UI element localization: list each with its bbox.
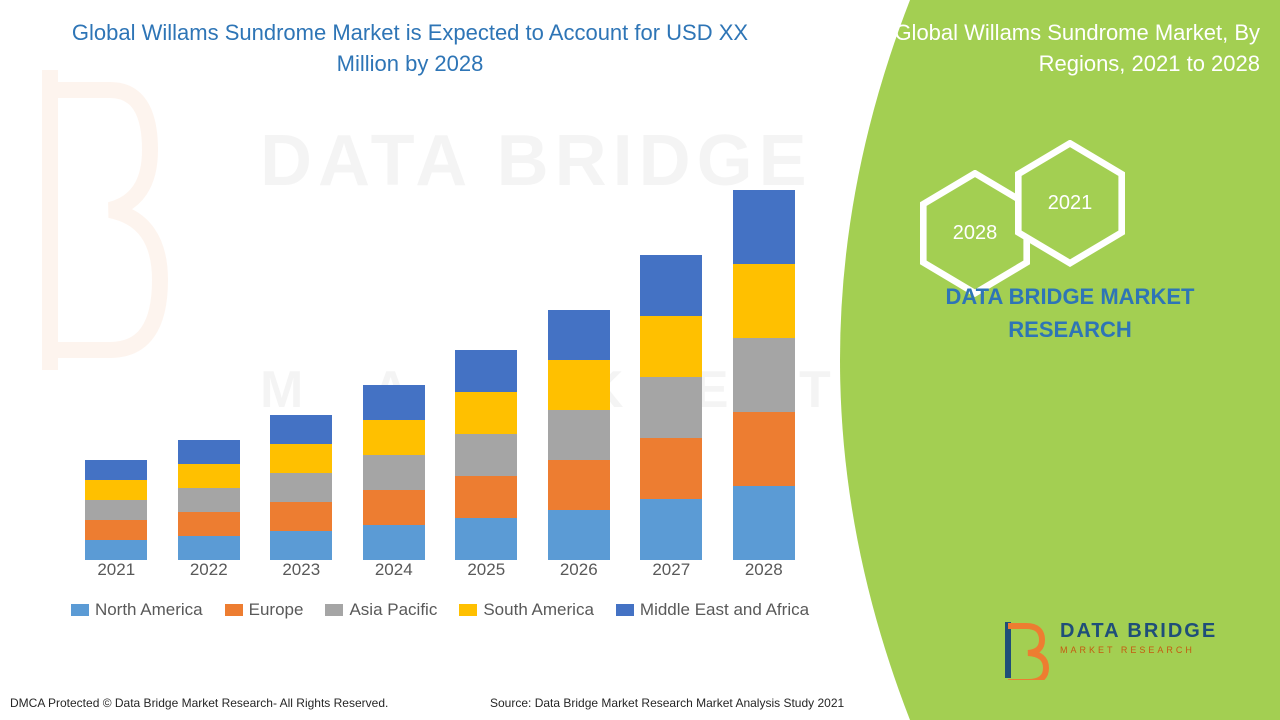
logo-b-icon (1000, 620, 1050, 680)
segment-middle-east-and-africa (733, 190, 795, 264)
x-label: 2025 (455, 560, 517, 580)
segment-south-america (363, 420, 425, 455)
bar-2022 (178, 440, 240, 560)
x-label: 2026 (548, 560, 610, 580)
x-label: 2027 (640, 560, 702, 580)
bar-2023 (270, 415, 332, 560)
segment-europe (548, 460, 610, 510)
segment-north-america (270, 531, 332, 560)
bar-2025 (455, 350, 517, 560)
bar-2024 (363, 385, 425, 560)
segment-north-america (548, 510, 610, 560)
segment-asia-pacific (363, 455, 425, 490)
x-label: 2028 (733, 560, 795, 580)
legend-swatch (616, 604, 634, 616)
segment-middle-east-and-africa (455, 350, 517, 392)
segment-europe (178, 512, 240, 536)
segment-asia-pacific (640, 377, 702, 438)
hexagon-group: 2028 2021 (920, 140, 1160, 300)
hexagon-2028-label: 2028 (953, 222, 998, 245)
segment-south-america (178, 464, 240, 488)
segment-middle-east-and-africa (178, 440, 240, 464)
x-label: 2023 (270, 560, 332, 580)
footer-source: Source: Data Bridge Market Research Mark… (490, 696, 844, 710)
segment-south-america (270, 444, 332, 473)
hexagon-2028: 2028 (920, 170, 1030, 296)
segment-middle-east-and-africa (270, 415, 332, 444)
legend-item-middle-east-and-africa: Middle East and Africa (616, 600, 809, 620)
logo-line2: MARKET RESEARCH (1060, 645, 1260, 655)
segment-north-america (178, 536, 240, 560)
x-axis-labels: 2021 2022 2023 2024 2025 2026 2027 2028 (70, 560, 810, 580)
bar-2028 (733, 190, 795, 560)
legend-swatch (225, 604, 243, 616)
logo-line1: DATA BRIDGE (1060, 620, 1260, 643)
segment-south-america (733, 264, 795, 338)
segment-middle-east-and-africa (548, 310, 610, 360)
bar-2027 (640, 255, 702, 560)
legend-label: North America (95, 600, 203, 620)
legend-swatch (459, 604, 477, 616)
segment-europe (640, 438, 702, 499)
canvas: DATA BRIDGE M A R K E T R E S E A R C H … (0, 0, 1280, 720)
chart-title: Global Willams Sundrome Market is Expect… (60, 18, 760, 80)
segment-north-america (85, 540, 147, 560)
segment-middle-east-and-africa (363, 385, 425, 420)
segment-south-america (640, 316, 702, 377)
segment-asia-pacific (733, 338, 795, 412)
segment-asia-pacific (548, 410, 610, 460)
segment-europe (733, 412, 795, 486)
segment-asia-pacific (178, 488, 240, 512)
segment-south-america (548, 360, 610, 410)
bar-2026 (548, 310, 610, 560)
legend-item-asia-pacific: Asia Pacific (325, 600, 437, 620)
segment-asia-pacific (85, 500, 147, 520)
segment-europe (85, 520, 147, 540)
right-panel-title: Global Willams Sundrome Market, By Regio… (860, 18, 1260, 80)
bars-row (70, 160, 810, 560)
hexagon-2021: 2021 (1015, 140, 1125, 266)
segment-north-america (640, 499, 702, 560)
x-label: 2024 (363, 560, 425, 580)
segment-middle-east-and-africa (640, 255, 702, 316)
segment-south-america (455, 392, 517, 434)
segment-europe (363, 490, 425, 525)
segment-europe (270, 502, 332, 531)
footer-copyright: DMCA Protected © Data Bridge Market Rese… (10, 696, 388, 710)
segment-north-america (455, 518, 517, 560)
right-panel: Global Willams Sundrome Market, By Regio… (820, 0, 1280, 720)
chart-area (70, 140, 810, 560)
hexagon-2021-label: 2021 (1048, 192, 1093, 215)
legend-item-north-america: North America (71, 600, 203, 620)
legend-label: Asia Pacific (349, 600, 437, 620)
legend-swatch (71, 604, 89, 616)
segment-asia-pacific (270, 473, 332, 502)
segment-north-america (363, 525, 425, 560)
brand-title: DATA BRIDGE MARKET RESEARCH (900, 280, 1240, 346)
legend-item-south-america: South America (459, 600, 594, 620)
legend-swatch (325, 604, 343, 616)
bar-2021 (85, 460, 147, 560)
legend: North America Europe Asia Pacific South Ame… (50, 600, 830, 620)
segment-europe (455, 476, 517, 518)
x-label: 2022 (178, 560, 240, 580)
legend-label: Middle East and Africa (640, 600, 809, 620)
segment-middle-east-and-africa (85, 460, 147, 480)
x-label: 2021 (85, 560, 147, 580)
legend-label: South America (483, 600, 594, 620)
left-panel: Global Willams Sundrome Market is Expect… (0, 0, 820, 720)
legend-label: Europe (249, 600, 304, 620)
segment-south-america (85, 480, 147, 500)
green-shape (800, 0, 1280, 720)
segment-north-america (733, 486, 795, 560)
legend-item-europe: Europe (225, 600, 304, 620)
segment-asia-pacific (455, 434, 517, 476)
footer-logo: DATA BRIDGE MARKET RESEARCH (1000, 620, 1260, 690)
